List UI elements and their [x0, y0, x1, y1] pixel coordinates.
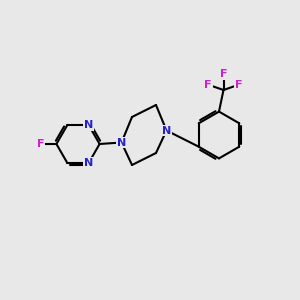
Text: F: F	[37, 139, 45, 149]
Text: F: F	[236, 80, 243, 90]
Text: N: N	[84, 120, 93, 130]
Text: F: F	[220, 69, 227, 80]
Text: N: N	[84, 158, 93, 168]
Text: F: F	[204, 80, 212, 90]
Text: N: N	[162, 125, 171, 136]
Text: N: N	[117, 137, 126, 148]
